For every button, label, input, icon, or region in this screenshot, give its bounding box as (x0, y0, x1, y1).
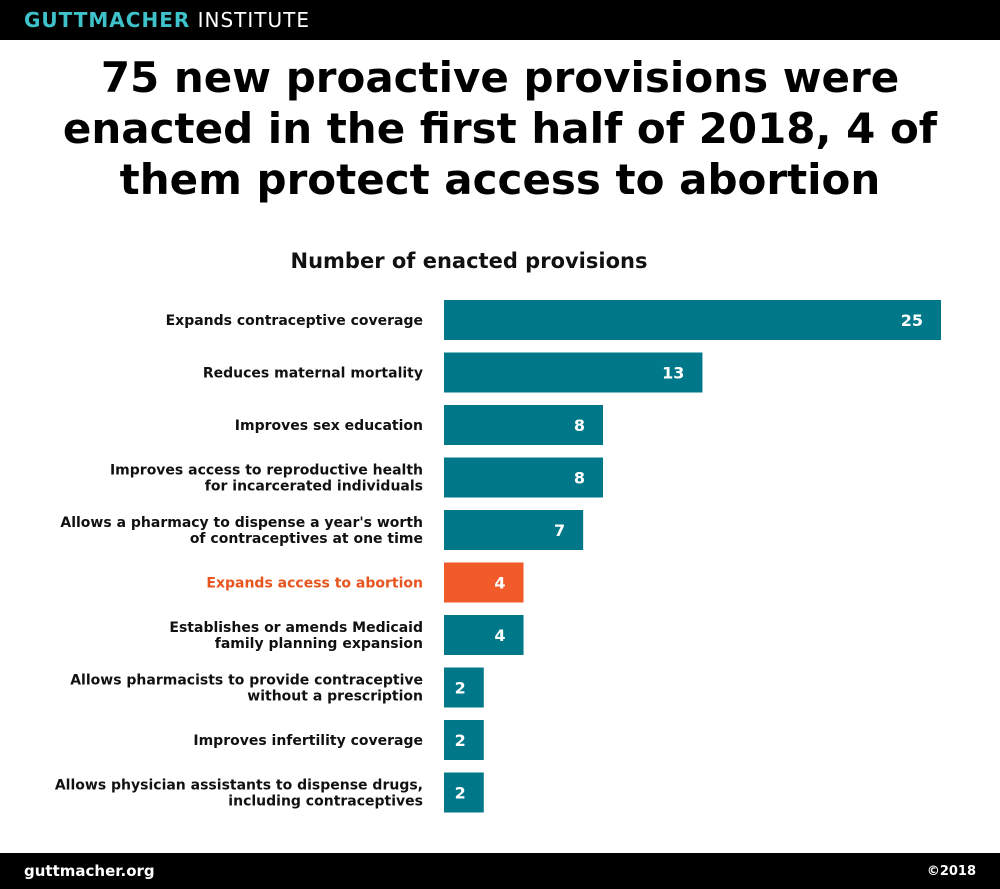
bar-2 (444, 405, 604, 445)
bar-3 (444, 457, 604, 498)
bar-7 (444, 667, 484, 708)
copyright: ©2018 (926, 864, 976, 879)
bar-9 (444, 772, 484, 813)
category-label-line: Expands contraceptive coverage (166, 313, 423, 329)
site-url: guttmacher.org (24, 862, 155, 880)
category-label: Expands contraceptive coverage (166, 313, 423, 329)
bar-value-label: 25 (901, 311, 923, 330)
bar-value-label: 2 (455, 679, 466, 698)
top-bar: GUTTMACHER INSTITUTE (0, 0, 1000, 40)
category-label-line: for incarcerated individuals (205, 479, 423, 495)
brand-secondary: INSTITUTE (197, 8, 311, 32)
category-label: Allows a pharmacy to dispense a year's w… (60, 515, 423, 547)
category-label-line: Allows physician assistants to dispense … (55, 778, 423, 794)
bar-1 (444, 352, 703, 393)
category-label-line: Improves infertility coverage (193, 733, 423, 749)
category-label-line: Improves access to reproductive health (110, 463, 423, 479)
chart-title: 75 new proactive provisions were enacted… (62, 53, 938, 204)
chart-subtitle: Number of enacted provisions (290, 249, 648, 273)
bar-value-label: 13 (662, 364, 684, 383)
category-label: Expands access to abortion (206, 576, 423, 592)
bar-6 (444, 615, 524, 655)
category-label: Improves access to reproductive health fo… (110, 463, 423, 495)
bar-value-label: 8 (574, 469, 585, 488)
bar-value-label: 8 (574, 416, 585, 435)
bar-value-label: 4 (494, 626, 505, 645)
category-label-line: Expands access to abortion (206, 576, 423, 592)
bar-5 (444, 562, 524, 603)
bar-8 (444, 720, 484, 760)
bar-4 (444, 510, 584, 550)
bar-value-label: 7 (554, 521, 565, 540)
category-label-line: Reduces maternal mortality (203, 366, 423, 382)
category-label-line: including contraceptives (228, 794, 423, 810)
category-label: Reduces maternal mortality (203, 366, 423, 382)
bar-value-label: 4 (494, 574, 505, 593)
category-label-line: Allows a pharmacy to dispense a year's w… (60, 515, 423, 531)
brand-primary: GUTTMACHER (24, 8, 191, 32)
category-label-line: Establishes or amends Medicaid (169, 620, 423, 636)
bar-value-label: 2 (455, 784, 466, 803)
category-label-line: of contraceptives at one time (190, 531, 423, 547)
bar-value-label: 2 (455, 731, 466, 750)
bar-chart: 25 Expands contraceptive coverage 13 Reduce… (55, 300, 941, 813)
category-label: Improves sex education (235, 418, 423, 434)
category-label-line: Improves sex education (235, 418, 423, 434)
bar-0 (444, 300, 941, 340)
category-label-line: Allows pharmacists to provide contracept… (70, 673, 423, 689)
category-label: Allows pharmacists to provide contracept… (70, 673, 423, 705)
brand-logo: GUTTMACHER INSTITUTE (24, 9, 310, 31)
category-label-line: family planning expansion (215, 636, 423, 652)
category-label: Improves infertility coverage (193, 733, 423, 749)
bottom-bar: guttmacher.org ©2018 (0, 853, 1000, 889)
category-label-line: without a prescription (247, 689, 423, 705)
category-label: Allows physician assistants to dispense … (55, 778, 423, 810)
category-label: Establishes or amends Medicaid family pla… (169, 620, 423, 652)
